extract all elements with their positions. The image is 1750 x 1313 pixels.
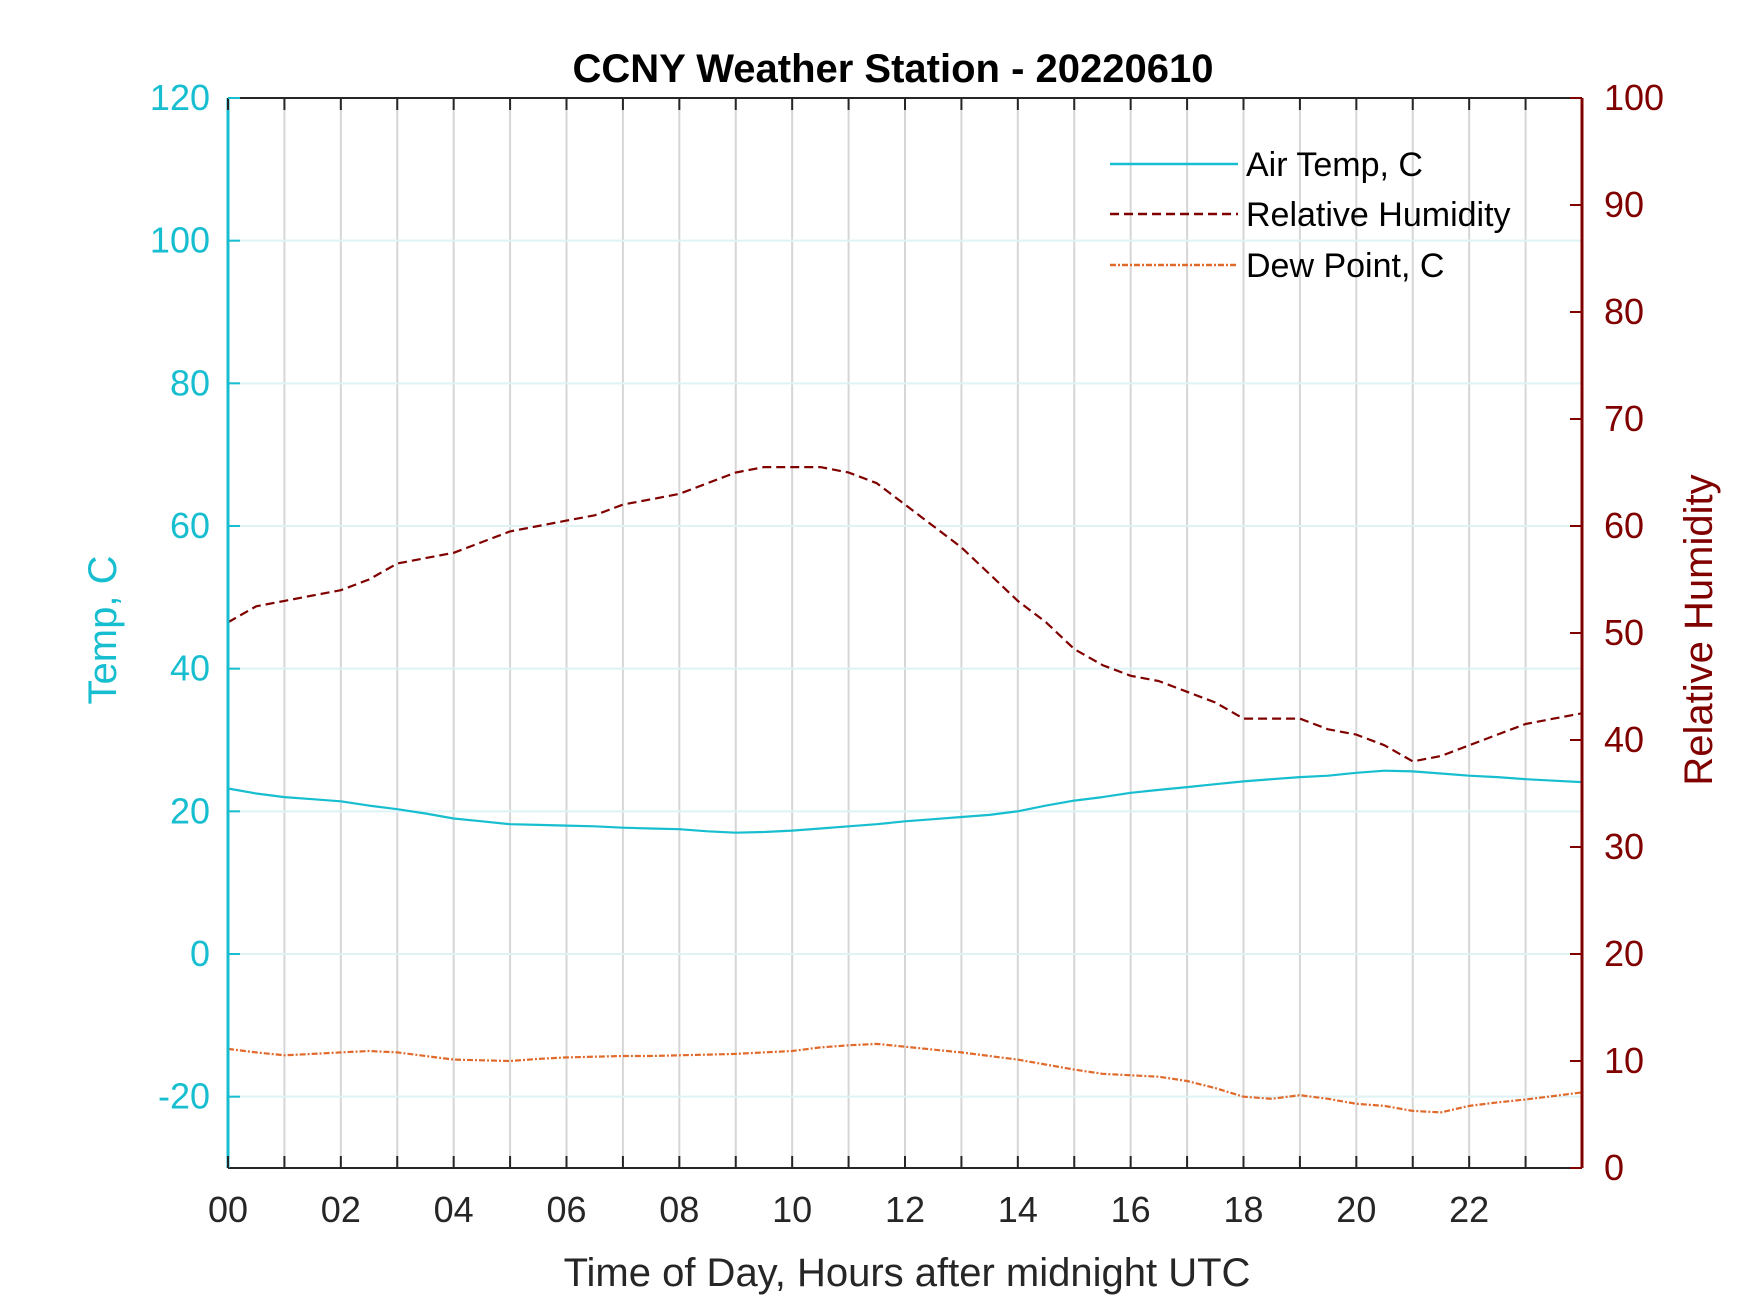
y-left-tick-label: 0	[190, 933, 210, 974]
x-tick-label: 10	[772, 1189, 812, 1230]
y-right-tick-label: 70	[1604, 398, 1644, 439]
y-left-tick-label: 120	[150, 77, 210, 118]
series-line-relative-humidity	[227, 466, 1583, 763]
x-tick-label: 06	[546, 1189, 586, 1230]
y-left-tick-label: 60	[170, 505, 210, 546]
y-left-tick-label: -20	[158, 1076, 210, 1117]
y-left-tick-label: 80	[170, 362, 210, 403]
y-right-tick-label: 20	[1604, 933, 1644, 974]
x-tick-label: 22	[1449, 1189, 1489, 1230]
y-right-tick-label: 80	[1604, 291, 1644, 332]
x-tick-label: 18	[1223, 1189, 1263, 1230]
y-right-tick-label: 90	[1604, 184, 1644, 225]
legend-label: Dew Point, C	[1246, 247, 1444, 285]
x-tick-label: 02	[321, 1189, 361, 1230]
y-right-tick-label: 10	[1604, 1040, 1644, 1081]
ticks-layer: 00 02 04 06 08 10 12 14 16 18 20 22-200204060801001…	[150, 77, 1664, 1230]
y-right-tick-label: 40	[1604, 719, 1644, 760]
y-left-tick-label: 40	[170, 648, 210, 689]
x-tick-label: 16	[1111, 1189, 1151, 1230]
x-tick-label: 00	[208, 1189, 248, 1230]
series-line-air-temp	[227, 769, 1583, 834]
x-tick-label: 08	[659, 1189, 699, 1230]
x-tick-label: 12	[885, 1189, 925, 1230]
y-right-tick-label: 0	[1604, 1147, 1624, 1188]
y-right-tick-label: 60	[1604, 505, 1644, 546]
chart-title: CCNY Weather Station - 20220610	[573, 47, 1214, 91]
x-tick-label: 14	[998, 1189, 1038, 1230]
x-tick-label: 04	[434, 1189, 474, 1230]
legend: Air Temp, C Relative Humidity Dew Point, C	[1110, 146, 1511, 285]
gridlines	[228, 98, 1582, 1168]
x-tick-label: 20	[1336, 1189, 1376, 1230]
y-axis-left-label: Temp, C	[81, 556, 125, 705]
y-right-tick-label: 50	[1604, 612, 1644, 653]
y-left-tick-label: 20	[170, 790, 210, 831]
x-axis-label: Time of Day, Hours after midnight UTC	[564, 1251, 1251, 1295]
legend-label: Relative Humidity	[1246, 196, 1511, 234]
y-right-tick-label: 30	[1604, 826, 1644, 867]
y-axis-right-label: Relative Humidity	[1677, 474, 1721, 785]
y-left-tick-label: 100	[150, 220, 210, 261]
legend-label: Air Temp, C	[1246, 146, 1423, 184]
series-layer	[227, 466, 1583, 1114]
y-right-tick-label: 100	[1604, 77, 1664, 118]
